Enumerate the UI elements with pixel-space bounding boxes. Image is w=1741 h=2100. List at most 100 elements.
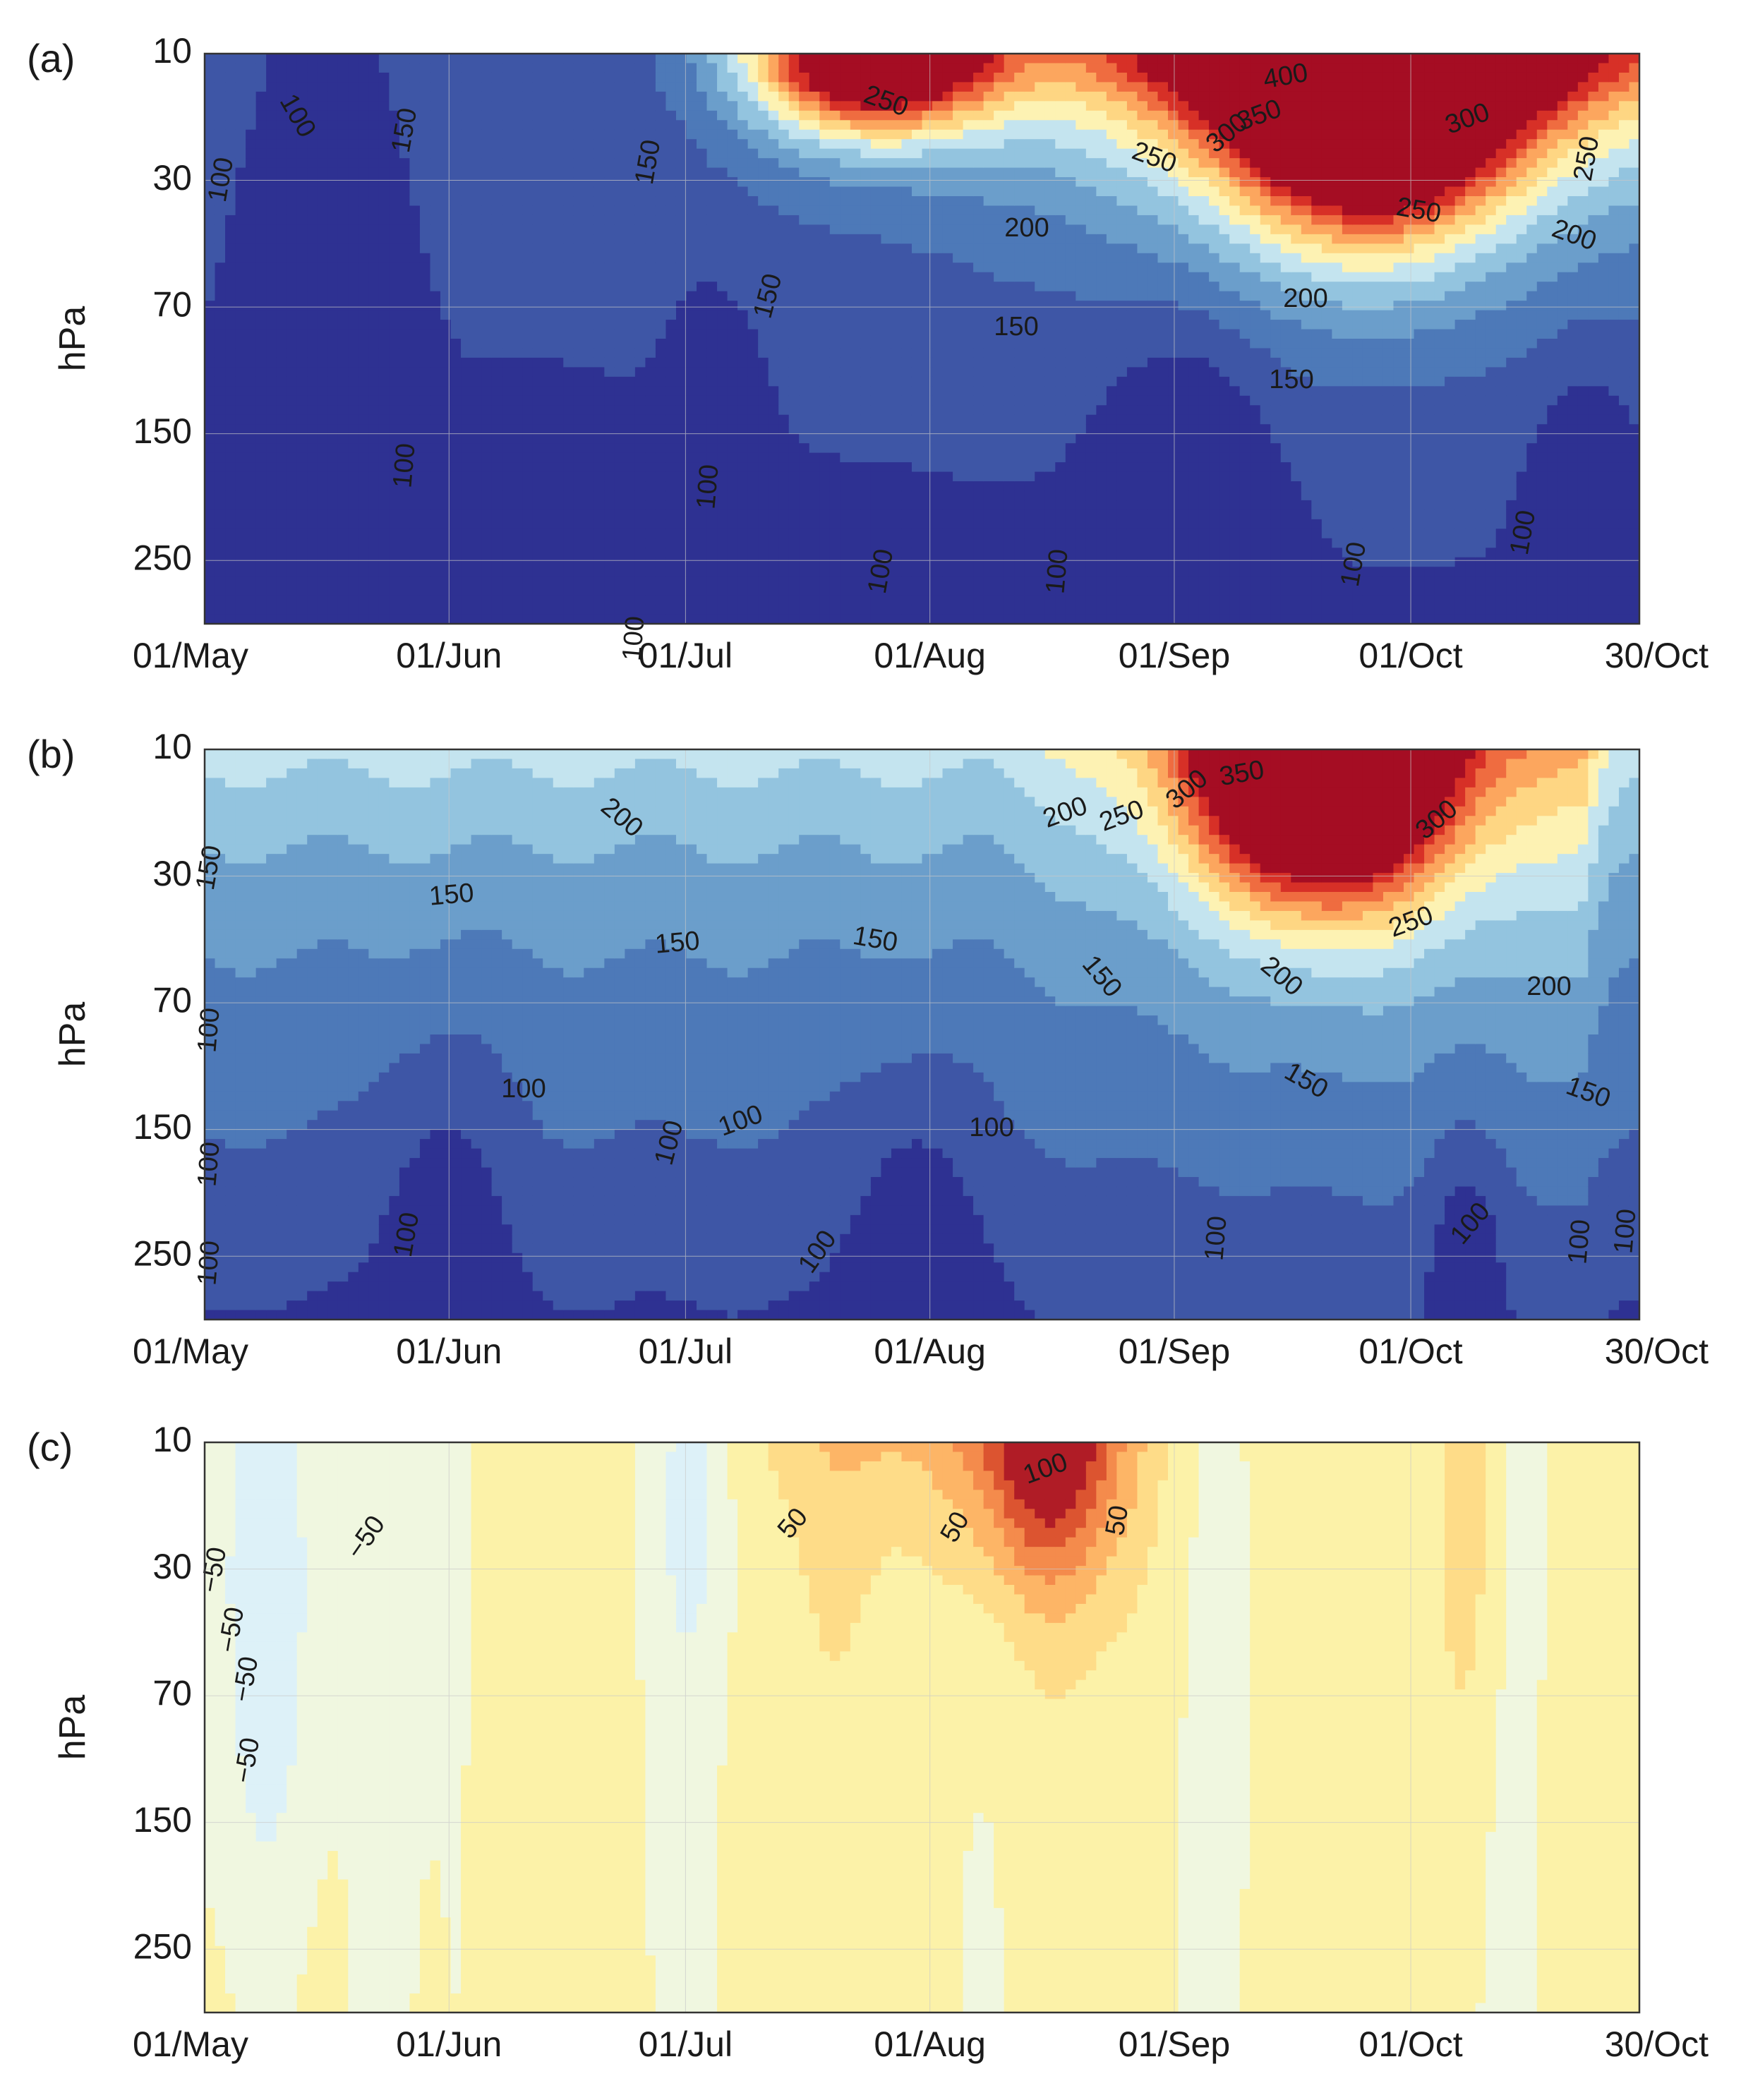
heatmap-cell: [553, 310, 564, 320]
heatmap-cell: [942, 519, 953, 529]
heatmap-cell: [778, 120, 790, 131]
heatmap-cell: [911, 167, 923, 178]
heatmap-cell: [994, 605, 1005, 615]
heatmap-cell: [860, 139, 872, 150]
heatmap-cell: [778, 243, 790, 254]
heatmap-cell: [942, 433, 953, 444]
heatmap-cell: [287, 605, 298, 615]
heatmap-cell: [419, 509, 431, 520]
heatmap-cell: [922, 586, 933, 596]
heatmap-cell: [399, 205, 411, 216]
heatmap-cell: [727, 405, 738, 416]
heatmap-cell: [1024, 386, 1035, 397]
heatmap-cell: [419, 158, 431, 169]
heatmap-cell: [706, 262, 718, 273]
heatmap-cell: [768, 262, 779, 273]
heatmap-cell: [246, 462, 257, 473]
heatmap-cell: [799, 605, 810, 615]
heatmap-cell: [399, 576, 411, 586]
heatmap-cell: [942, 196, 953, 207]
heatmap-cell: [573, 310, 584, 320]
heatmap-cell: [634, 490, 646, 501]
heatmap-cell: [378, 519, 390, 529]
heatmap-cell: [337, 63, 349, 73]
heatmap-cell: [665, 224, 677, 235]
heatmap-cell: [604, 139, 615, 150]
heatmap-cell: [881, 538, 892, 548]
heatmap-cell: [512, 567, 523, 577]
heatmap-cell: [584, 272, 595, 282]
heatmap-cell: [409, 481, 421, 492]
heatmap-cell: [215, 110, 226, 121]
heatmap-cell: [655, 614, 667, 624]
heatmap-cell: [717, 167, 728, 178]
heatmap-cell: [706, 586, 718, 596]
heatmap-cell: [819, 567, 831, 577]
heatmap-cell: [645, 433, 656, 444]
heatmap-cell: [419, 395, 431, 406]
heatmap-cell: [697, 500, 708, 510]
heatmap-cell: [553, 186, 564, 197]
heatmap-cell: [1004, 301, 1015, 311]
heatmap-cell: [973, 576, 984, 586]
heatmap-cell: [430, 215, 441, 225]
heatmap-cell: [584, 367, 595, 378]
heatmap-cell: [430, 386, 441, 397]
heatmap-cell: [481, 557, 493, 567]
heatmap-cell: [1044, 405, 1056, 416]
heatmap-cell: [584, 110, 595, 121]
heatmap-cell: [922, 215, 933, 225]
heatmap-cell: [840, 148, 851, 159]
heatmap-cell: [983, 605, 994, 615]
heatmap-cell: [686, 367, 697, 378]
heatmap-cell: [502, 576, 513, 586]
heatmap-cell: [553, 605, 564, 615]
heatmap-cell: [768, 282, 779, 292]
heatmap-cell: [983, 253, 994, 263]
heatmap-cell: [809, 301, 820, 311]
heatmap-cell: [973, 110, 984, 121]
heatmap-cell: [1024, 548, 1035, 558]
heatmap-cell: [911, 357, 923, 368]
heatmap-cell: [491, 490, 502, 501]
heatmap-cell: [584, 386, 595, 397]
heatmap-cell: [307, 177, 318, 188]
heatmap-cell: [963, 320, 974, 330]
heatmap-cell: [225, 586, 236, 596]
heatmap-cell: [409, 139, 421, 150]
heatmap-cell: [296, 509, 308, 520]
heatmap-cell: [983, 158, 994, 169]
heatmap-cell: [675, 405, 687, 416]
heatmap-cell: [768, 567, 779, 577]
heatmap-cell: [563, 376, 574, 387]
heatmap-cell: [522, 72, 534, 83]
heatmap-cell: [675, 167, 687, 178]
heatmap-cell: [675, 452, 687, 463]
heatmap-cell: [870, 167, 882, 178]
heatmap-cell: [819, 443, 831, 454]
heatmap-cell: [625, 386, 636, 397]
heatmap-cell: [994, 348, 1005, 358]
heatmap-cell: [266, 452, 277, 463]
heatmap-cell: [799, 186, 810, 197]
heatmap-cell: [317, 576, 328, 586]
heatmap-cell: [255, 320, 267, 330]
heatmap-cell: [778, 262, 790, 273]
heatmap-cell: [953, 548, 964, 558]
heatmap-cell: [604, 595, 615, 605]
heatmap-cell: [266, 72, 277, 83]
heatmap-cell: [266, 414, 277, 425]
heatmap-cell: [255, 91, 267, 102]
heatmap-cell: [614, 120, 625, 131]
heatmap-cell: [389, 272, 400, 282]
heatmap-cell: [675, 234, 687, 244]
heatmap-cell: [1004, 567, 1015, 577]
heatmap-cell: [205, 357, 216, 368]
heatmap-cell: [563, 462, 574, 473]
heatmap-cell: [368, 139, 380, 150]
heatmap-cell: [358, 301, 369, 311]
heatmap-cell: [246, 529, 257, 539]
heatmap-cell: [317, 54, 328, 64]
heatmap-cell: [594, 253, 605, 263]
heatmap-cell: [706, 186, 718, 197]
